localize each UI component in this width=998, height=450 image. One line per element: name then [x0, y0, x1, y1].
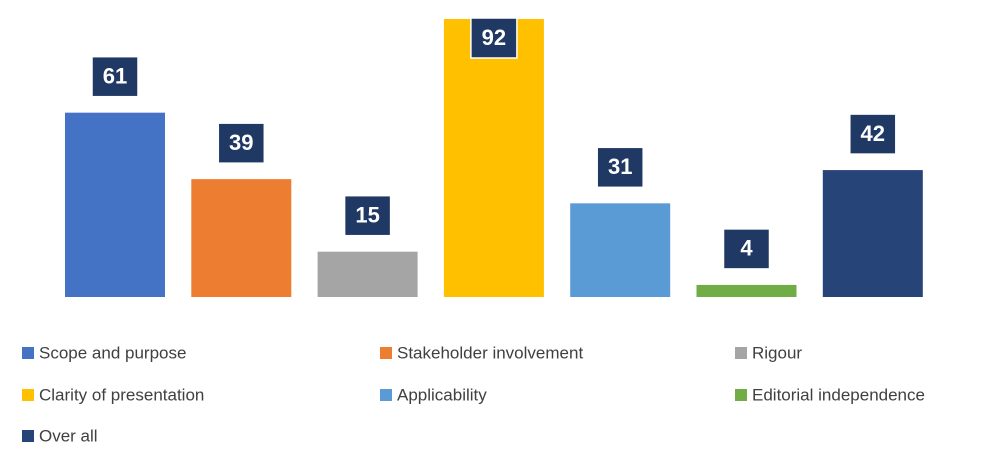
value-label-box: [849, 113, 897, 155]
legend-label: Clarity of presentation: [39, 385, 204, 404]
bar: [822, 170, 923, 297]
legend-swatch: [22, 430, 34, 442]
legend-label: Editorial independence: [752, 385, 925, 404]
value-label: 4: [740, 236, 753, 261]
bar: [570, 203, 671, 297]
value-label: 39: [229, 130, 253, 155]
bar: [443, 19, 544, 297]
legend-label: Rigour: [752, 343, 802, 362]
value-label: 15: [355, 202, 379, 227]
legend-swatch: [380, 347, 392, 359]
value-label: 31: [608, 154, 632, 179]
value-label: 61: [103, 63, 127, 88]
legend-swatch: [22, 389, 34, 401]
bar: [65, 112, 165, 297]
value-label: 42: [861, 121, 885, 146]
value-label-box: [470, 17, 518, 59]
legend-label: Stakeholder involvement: [397, 343, 583, 362]
value-label-box: [596, 146, 644, 189]
legend-label: Scope and purpose: [39, 343, 186, 362]
value-label-box: [343, 194, 392, 237]
legend-swatch: [22, 347, 34, 359]
legend-label: Applicability: [397, 385, 487, 404]
legend-swatch: [735, 347, 747, 359]
legend-swatch: [380, 389, 392, 401]
value-label-box: [217, 122, 266, 164]
legend-swatch: [735, 389, 747, 401]
value-label-box: [722, 228, 771, 270]
value-label-box: [91, 55, 139, 98]
bar: [317, 251, 418, 297]
bar: [191, 179, 292, 297]
bar: [696, 284, 797, 297]
value-label: 92: [482, 25, 506, 50]
legend-label: Over all: [39, 426, 98, 445]
